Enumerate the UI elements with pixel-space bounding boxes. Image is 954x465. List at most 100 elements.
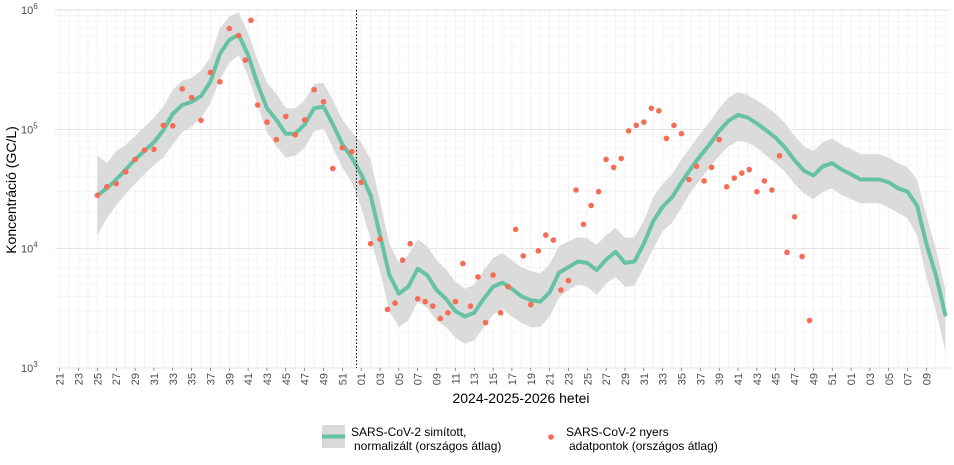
raw-data-point [663,135,670,142]
raw-data-point [301,117,308,123]
raw-data-point [414,296,421,302]
raw-data-point [358,179,365,186]
x-tick-label: 09 [432,373,444,385]
x-tick-label: 03 [375,373,387,385]
raw-points-layer [94,17,813,326]
raw-data-point [207,69,214,76]
raw-data-point [497,310,504,316]
raw-data-point [273,136,280,143]
x-tick-label: 29 [620,373,632,385]
raw-data-point [580,221,587,228]
x-tick-label: 31 [639,373,651,385]
x-tick-label: 07 [413,373,425,385]
x-tick-label: 41 [243,373,255,385]
raw-data-point [330,165,336,172]
x-tick-label: 23 [74,373,86,385]
raw-data-point [588,202,594,209]
raw-data-point [610,164,617,171]
raw-data-point [452,298,459,305]
legend-label-raw-line1: SARS-CoV-2 nyers [566,425,669,439]
x-tick-label: 37 [695,373,707,385]
raw-data-point [806,317,813,324]
raw-data-point [520,253,526,259]
raw-data-point [656,108,662,114]
x-tick-label: 47 [790,373,802,385]
confidence-band-layer [97,12,946,351]
x-tick-label: 35 [187,373,199,385]
raw-data-point [320,99,327,105]
x-tick-label: 39 [714,373,726,385]
raw-data-point [671,122,677,129]
legend-label-smoothed-line2: normalizált (országos átlag) [354,439,501,453]
raw-data-point [198,117,204,124]
x-tick-label: 05 [394,373,406,385]
y-tick-label: 103 [21,360,38,375]
raw-data-point [784,249,790,256]
x-tick-label: 41 [733,373,745,385]
raw-data-point [723,184,730,190]
raw-data-point [512,226,519,233]
x-tick-label: 25 [92,373,104,385]
raw-data-point [565,277,572,284]
raw-data-point [141,147,148,153]
x-tick-label: 49 [808,373,820,385]
raw-data-point [701,178,707,184]
raw-data-point [595,188,602,195]
x-tick-label: 25 [582,373,594,385]
y-tick-labels: 103 104 105 106 [21,2,38,375]
raw-data-point [535,248,542,254]
raw-data-point [776,153,783,159]
raw-data-point [445,310,451,316]
x-tick-label: 21 [55,373,67,385]
x-tick-label: 19 [526,373,538,385]
raw-data-point [739,170,745,176]
raw-data-point [558,287,564,293]
raw-data-point [769,187,775,193]
raw-data-point [113,180,119,187]
raw-data-point [799,253,805,260]
raw-data-point [160,122,167,129]
raw-data-point [490,272,496,278]
raw-data-point [573,187,579,193]
x-tick-label: 11 [450,373,462,384]
legend-label-raw-line2: adatpontok (országos átlag) [569,439,718,453]
raw-data-point [430,303,436,309]
raw-data-point [467,303,474,309]
x-tick-label: 27 [111,373,123,385]
confidence-band [97,12,946,351]
raw-data-point [407,240,414,247]
y-axis-title: Koncentráció (GC/L) [3,126,19,254]
x-tick-labels: 21 23 25 27 29 31 33 35 37 39 41 43 45 47 49 51 01 03 05 07… [55,368,933,385]
x-tick-label: 37 [205,373,217,385]
x-tick-label: 51 [827,373,839,385]
x-tick-label: 05 [884,373,896,385]
raw-data-point [633,122,640,129]
x-tick-label: 17 [507,373,519,385]
x-tick-label: 15 [488,373,500,385]
x-tick-label: 43 [262,373,274,385]
raw-data-point [264,119,270,125]
x-tick-label: 33 [168,373,180,385]
x-tick-label: 47 [300,373,312,385]
raw-data-point [235,32,242,39]
raw-data-point [283,113,289,120]
raw-data-point [292,132,299,138]
raw-data-point [422,298,429,305]
x-tick-label: 09 [921,373,933,385]
raw-data-point [377,236,383,242]
raw-data-point [437,315,444,322]
x-tick-label: 13 [469,373,481,385]
raw-data-point [399,257,406,264]
raw-data-point [179,86,185,92]
raw-data-point [746,166,753,173]
raw-data-point [693,163,700,170]
raw-data-point [543,232,549,238]
y-tick-label: 105 [21,121,38,136]
raw-data-point [754,188,760,195]
raw-data-point [460,260,466,267]
x-tick-label: 03 [865,373,877,385]
raw-data-point [242,57,249,63]
raw-data-point [528,301,534,308]
x-tick-label: 31 [149,373,161,385]
